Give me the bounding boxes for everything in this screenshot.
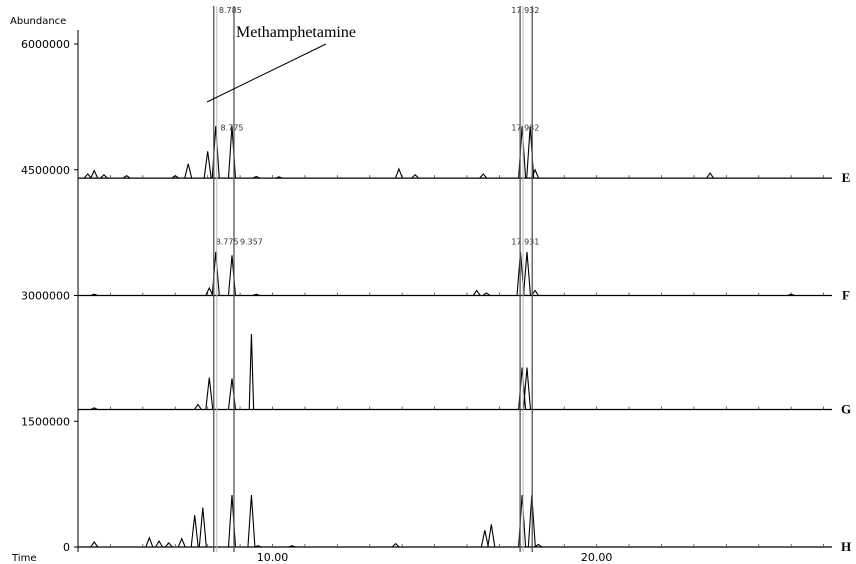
trace-peak bbox=[391, 542, 400, 548]
saturated-peak-envelopes bbox=[213, 6, 533, 552]
trace-peak bbox=[522, 367, 532, 410]
trace-peak bbox=[472, 289, 481, 296]
trace-peak bbox=[522, 251, 532, 296]
trace-peak bbox=[203, 151, 212, 179]
trace-name-label: G bbox=[841, 402, 851, 417]
trace-peak bbox=[90, 541, 99, 548]
y-tick-label: 1500000 bbox=[21, 415, 70, 428]
trace-peak bbox=[534, 543, 543, 548]
trace-peak bbox=[198, 507, 207, 548]
trace-peak bbox=[487, 524, 496, 548]
peak-label: 17.932 bbox=[511, 124, 539, 133]
trace-H: H bbox=[78, 494, 851, 554]
trace-peak bbox=[184, 163, 193, 179]
trace-peak bbox=[100, 174, 108, 179]
trace-peak bbox=[254, 545, 262, 548]
trace-peak bbox=[190, 515, 199, 548]
trace-peak bbox=[252, 293, 260, 297]
trace-peak bbox=[248, 334, 255, 410]
trace-peak bbox=[122, 174, 131, 179]
saturated-peak-pillar bbox=[519, 6, 533, 552]
trace-peak bbox=[247, 494, 256, 548]
trace-peak bbox=[171, 174, 180, 179]
y-tick-label: 0 bbox=[63, 541, 70, 554]
x-tick-label: 20.00 bbox=[581, 551, 613, 564]
trace-peak bbox=[90, 407, 98, 411]
peak-label: 8.785 bbox=[219, 6, 242, 15]
trace-peak bbox=[787, 293, 795, 297]
trace-name-label: E bbox=[842, 170, 851, 185]
trace-peak bbox=[145, 536, 154, 548]
trace-peak bbox=[90, 169, 99, 179]
peak-label: 8.775 bbox=[221, 124, 244, 133]
x-tick-label: 10.00 bbox=[257, 551, 289, 564]
trace-peak bbox=[288, 545, 296, 548]
x-axis-ticks: 10.00 20.00 bbox=[257, 551, 613, 564]
trace-peak bbox=[155, 540, 164, 548]
trace-peak bbox=[482, 292, 491, 296]
methamphetamine-leader-line bbox=[206, 43, 327, 103]
trace-peak bbox=[480, 530, 489, 548]
peak-label: 17.932 bbox=[511, 6, 539, 15]
x-axis-label: Time bbox=[11, 553, 36, 564]
trace-peak bbox=[193, 403, 202, 410]
y-axis-label: Abundance bbox=[10, 16, 66, 27]
trace-name-label: F bbox=[842, 288, 850, 303]
trace-peak bbox=[275, 176, 283, 179]
y-axis-ticks: 6000000 4500000 3000000 1500000 0 bbox=[21, 38, 78, 554]
peak-label: 8.775 bbox=[216, 238, 239, 247]
trace-peak bbox=[205, 286, 214, 296]
trace-peak bbox=[411, 174, 420, 179]
peak-label: 17.931 bbox=[511, 238, 539, 247]
methamphetamine-annotation: Methamphetamine bbox=[236, 24, 356, 41]
y-tick-label: 4500000 bbox=[21, 164, 70, 177]
trace-peak bbox=[252, 175, 261, 179]
trace-peak bbox=[706, 172, 715, 179]
y-tick-label: 3000000 bbox=[21, 290, 70, 303]
trace-peak bbox=[479, 173, 488, 179]
saturated-peak-pillar bbox=[213, 6, 235, 552]
trace-peak bbox=[164, 541, 173, 548]
trace-peak bbox=[205, 377, 214, 410]
y-tick-label: 6000000 bbox=[21, 38, 70, 51]
trace-peak bbox=[177, 537, 186, 548]
trace-peak bbox=[83, 173, 92, 179]
trace-F: 8.775 17.932 F bbox=[78, 124, 850, 303]
trace-peak bbox=[90, 293, 98, 297]
trace-name-label: H bbox=[841, 539, 851, 554]
trace-peak bbox=[394, 167, 403, 179]
peak-label: 9.357 bbox=[240, 238, 263, 247]
